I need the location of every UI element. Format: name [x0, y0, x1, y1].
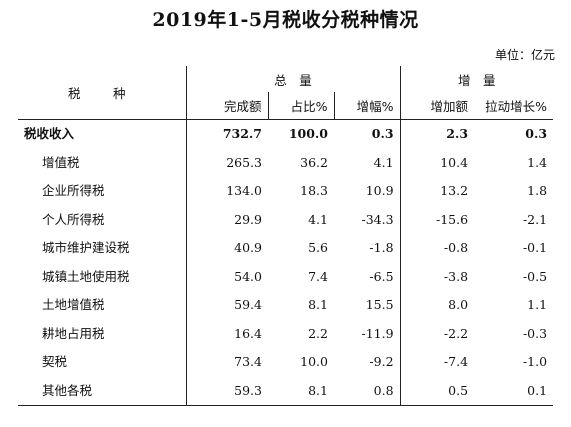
unit-label: 单位：亿元	[494, 48, 555, 62]
cell-contribution: 0.3	[525, 126, 548, 141]
row-header: 税 种	[18, 66, 187, 120]
column-header-amount: 完成额	[186, 92, 268, 120]
row-name: 增值税	[18, 148, 187, 177]
cell-contribution: 0.1	[474, 376, 554, 406]
cell-growth: -1.8	[334, 234, 401, 263]
table-row: 增值税 265.3 36.2 4.1 10.4 1.4	[18, 148, 553, 177]
cell-contribution: 1.1	[527, 297, 548, 312]
cell-growth: 4.1	[334, 148, 401, 177]
cell-amount: 732.7	[222, 126, 262, 141]
page-title: 2019年1-5月税收分税种情况	[152, 9, 419, 31]
cell-growth: -11.9	[334, 319, 401, 348]
cell-increase: -0.8	[443, 240, 469, 255]
cell-increase: -7.4	[443, 354, 469, 369]
cell-amount: 59.3	[186, 376, 268, 406]
cell-amount: 134.0	[226, 183, 262, 198]
cell-contribution: -0.3	[522, 325, 548, 341]
cell-amount: 16.4	[234, 325, 262, 341]
cell-growth: -34.3	[334, 205, 401, 234]
cell-share: 8.1	[308, 297, 328, 312]
row-name: 其他各税	[18, 376, 187, 406]
cell-growth: -9.2	[334, 348, 401, 377]
cell-increase: 10.4	[440, 154, 469, 170]
column-header-increase: 增加额	[400, 92, 475, 120]
table-row: 企业所得税 134.0 18.3 10.9 13.2 1.8	[18, 177, 553, 206]
cell-increase: 0.5	[400, 376, 475, 406]
cell-share: 4.1	[308, 211, 328, 227]
table-row: 城镇土地使用税 54.0 7.4 -6.5 -3.8 -0.5	[18, 262, 553, 291]
cell-amount: 265.3	[226, 154, 262, 170]
cell-share: 100.0	[288, 126, 328, 141]
cell-growth: 0.3	[334, 119, 401, 149]
cell-contribution: -1.0	[522, 354, 548, 369]
cell-share: 7.4	[308, 268, 328, 284]
cell-contribution: 1.4	[527, 154, 548, 170]
row-name: 城市维护建设税	[18, 234, 187, 263]
cell-increase: 8.0	[448, 297, 469, 312]
cell-amount: 40.9	[234, 240, 262, 255]
cell-growth: 10.9	[334, 177, 401, 206]
cell-increase: -3.8	[443, 268, 469, 284]
cell-amount: 73.4	[234, 354, 262, 369]
cell-share: 2.2	[308, 325, 328, 341]
cell-amount: 54.0	[234, 268, 262, 284]
cell-growth: 0.8	[334, 376, 401, 406]
cell-amount: 29.9	[234, 211, 262, 227]
row-name: 税收收入	[18, 119, 187, 149]
row-name: 个人所得税	[18, 205, 187, 234]
row-name: 城镇土地使用税	[18, 262, 187, 291]
cell-increase: 2.3	[446, 126, 469, 141]
cell-increase: -15.6	[435, 211, 469, 227]
cell-share: 18.3	[300, 183, 328, 198]
cell-share: 36.2	[300, 154, 328, 170]
cell-increase: -2.2	[443, 325, 469, 341]
cell-growth: 15.5	[334, 291, 401, 320]
cell-share: 5.6	[308, 240, 328, 255]
cell-amount: 59.4	[234, 297, 262, 312]
cell-contribution: -0.5	[522, 268, 548, 284]
tax-table: 税 种 总 量 增 量 完成额 占比% 增幅% 增加额 拉动增长% 税收收入 7…	[18, 66, 554, 406]
row-name: 土地增值税	[18, 291, 187, 320]
row-name: 契税	[18, 348, 187, 377]
table-row: 耕地占用税 16.4 2.2 -11.9 -2.2 -0.3	[18, 319, 553, 348]
column-header-contribution: 拉动增长%	[474, 92, 554, 120]
cell-contribution: -0.1	[522, 240, 548, 255]
cell-share: 8.1	[268, 376, 334, 406]
table-row: 个人所得税 29.9 4.1 -34.3 -15.6 -2.1	[18, 205, 553, 234]
row-name: 耕地占用税	[18, 319, 187, 348]
group-header-total: 总 量	[186, 66, 401, 92]
table-row: 土地增值税 59.4 8.1 15.5 8.0 1.1	[18, 291, 553, 320]
cell-increase: 13.2	[440, 183, 469, 198]
table-row: 契税 73.4 10.0 -9.2 -7.4 -1.0	[18, 348, 553, 377]
column-header-growth: 增幅%	[333, 92, 401, 120]
row-name: 企业所得税	[18, 177, 187, 206]
table-row: 税收收入 732.7 100.0 0.3 2.3 0.3	[18, 119, 553, 149]
table-row: 其他各税 59.3 8.1 0.8 0.5 0.1	[18, 376, 554, 406]
cell-growth: -6.5	[334, 262, 401, 291]
cell-share: 10.0	[300, 354, 328, 369]
table-row: 城市维护建设税 40.9 5.6 -1.8 -0.8 -0.1	[18, 234, 553, 263]
cell-contribution: -2.1	[522, 211, 548, 227]
group-header-increment: 增 量	[458, 72, 496, 88]
column-header-share: 占比%	[267, 92, 334, 120]
cell-contribution: 1.8	[527, 183, 548, 198]
